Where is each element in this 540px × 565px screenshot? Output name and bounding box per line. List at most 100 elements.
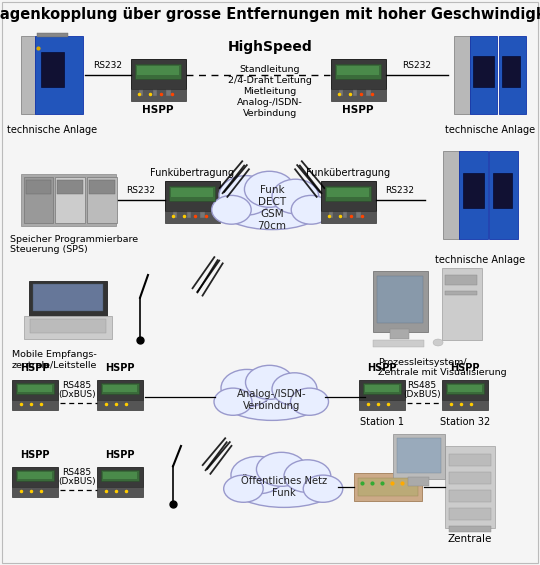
Bar (200, 212, 205, 218)
Bar (359, 399, 405, 410)
Bar (103, 472, 138, 479)
Bar (103, 385, 138, 392)
Text: Zentrale mit Visualisierung: Zentrale mit Visualisierung (378, 368, 507, 377)
Text: HSPP: HSPP (21, 363, 50, 373)
Text: zentrale/Leitstelle: zentrale/Leitstelle (12, 360, 97, 369)
Text: Funk: Funk (272, 488, 296, 498)
Bar (454, 36, 470, 114)
Bar (131, 89, 186, 101)
Bar (325, 186, 371, 201)
Text: HSPP: HSPP (367, 363, 397, 373)
Bar (16, 470, 55, 481)
Text: Station 32: Station 32 (440, 417, 490, 427)
Bar (97, 467, 143, 486)
Bar (131, 59, 186, 89)
Bar (359, 380, 405, 399)
Ellipse shape (256, 453, 306, 486)
Text: RS232: RS232 (402, 61, 431, 70)
Text: HSPP: HSPP (142, 105, 174, 115)
Bar (463, 173, 484, 208)
Bar (358, 478, 418, 496)
Bar (21, 36, 35, 114)
Text: (DxBUS): (DxBUS) (403, 390, 441, 399)
Text: Verbindung: Verbindung (244, 401, 301, 411)
Bar (339, 90, 343, 96)
Bar (135, 64, 181, 79)
Text: RS232: RS232 (386, 186, 415, 195)
Bar (449, 508, 491, 520)
Text: Verbindung: Verbindung (243, 109, 297, 118)
Bar (493, 173, 511, 208)
Bar (171, 188, 213, 197)
Bar (498, 36, 526, 114)
Bar (12, 380, 58, 399)
Bar (393, 434, 445, 479)
Text: Funkübertragung: Funkübertragung (150, 168, 234, 178)
Text: Steuerung (SPS): Steuerung (SPS) (10, 245, 87, 254)
Bar (329, 212, 333, 218)
Bar (12, 486, 58, 497)
Text: HSPP: HSPP (342, 105, 374, 115)
Ellipse shape (272, 179, 319, 214)
Bar (408, 477, 429, 486)
Ellipse shape (246, 366, 294, 399)
Ellipse shape (303, 475, 343, 502)
Text: HSPP: HSPP (21, 450, 50, 460)
Bar (356, 212, 361, 218)
Bar (165, 181, 219, 211)
Bar (449, 472, 491, 484)
Bar (173, 212, 177, 218)
Bar (21, 174, 116, 226)
Text: HSPP: HSPP (105, 363, 135, 373)
Bar (87, 177, 117, 223)
Text: HSPP: HSPP (450, 363, 480, 373)
Ellipse shape (212, 195, 251, 224)
Bar (16, 383, 55, 394)
Ellipse shape (220, 186, 324, 229)
Bar (330, 89, 386, 101)
Bar (17, 472, 52, 479)
Bar (373, 271, 428, 332)
Text: RS485: RS485 (63, 381, 92, 390)
Bar (366, 90, 370, 96)
Bar (97, 486, 143, 497)
Bar (321, 181, 375, 211)
Bar (502, 55, 520, 86)
Bar (25, 180, 51, 194)
Bar (448, 385, 482, 392)
Bar (442, 151, 459, 239)
Text: Funkübertragung: Funkübertragung (306, 168, 390, 178)
Bar (139, 90, 143, 96)
Bar (449, 526, 491, 532)
Bar (152, 90, 157, 96)
Text: Mietleitung: Mietleitung (244, 87, 296, 96)
Bar (376, 276, 422, 323)
Ellipse shape (214, 388, 252, 415)
Bar (459, 151, 488, 239)
Bar (41, 51, 64, 86)
Bar (489, 151, 517, 239)
Text: Prozessleitsystem/: Prozessleitsystem/ (378, 358, 467, 367)
Bar (449, 490, 491, 502)
Text: Analog-/ISDN-: Analog-/ISDN- (237, 98, 303, 107)
Bar (373, 340, 424, 346)
Ellipse shape (291, 195, 331, 224)
Text: Anlagenkopplung über grosse Entfernungen mit hoher Geschwindigkeit: Anlagenkopplung über grosse Entfernungen… (0, 7, 540, 21)
Bar (321, 211, 375, 223)
Ellipse shape (219, 176, 273, 215)
Bar (470, 36, 497, 114)
Bar (100, 383, 139, 394)
Bar (37, 33, 68, 37)
Ellipse shape (291, 388, 328, 415)
Ellipse shape (224, 475, 263, 502)
Ellipse shape (221, 370, 273, 407)
Text: Funk: Funk (260, 185, 285, 195)
Bar (337, 66, 379, 75)
Bar (12, 467, 58, 486)
Text: Analog-/ISDN-: Analog-/ISDN- (237, 389, 307, 399)
Ellipse shape (232, 467, 336, 507)
Text: RS485: RS485 (63, 468, 92, 477)
Ellipse shape (284, 460, 331, 493)
Bar (353, 90, 357, 96)
Bar (396, 438, 441, 473)
